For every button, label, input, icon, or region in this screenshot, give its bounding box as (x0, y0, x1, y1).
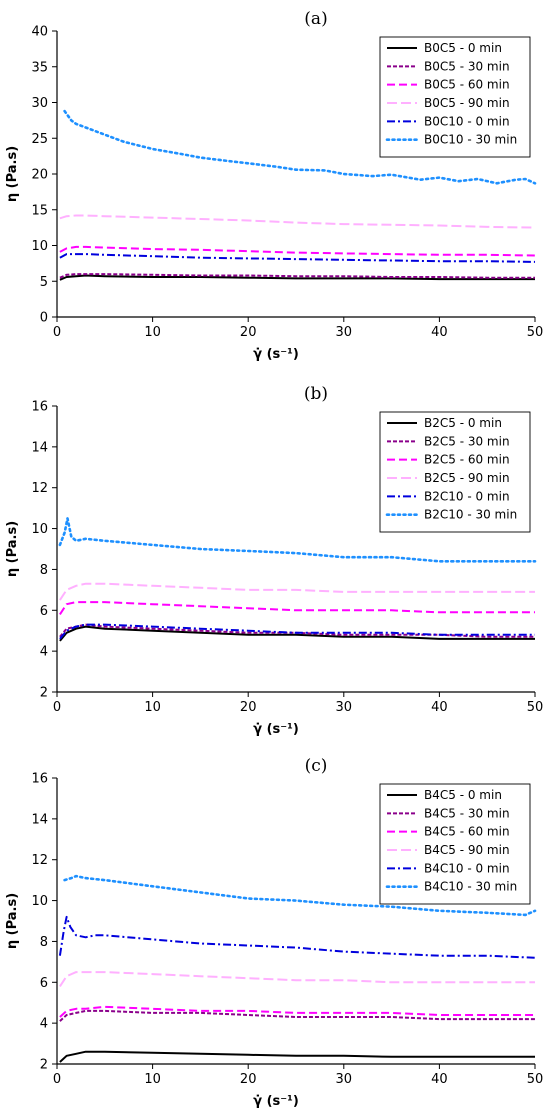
y-axis-label: η (Pa.s) (5, 521, 20, 577)
series-line-2 (59, 273, 535, 279)
x-tick-label: 10 (144, 700, 161, 715)
x-tick-label: 0 (53, 1072, 61, 1087)
x-tick-label: 10 (144, 325, 161, 340)
series-line-6 (63, 874, 537, 917)
legend-label: B4C5 - 30 min (424, 806, 510, 820)
y-tick-label: 10 (31, 522, 48, 537)
legend-label: B4C5 - 0 min (424, 788, 502, 802)
y-tick-label: 2 (40, 686, 48, 701)
panel-title: (b) (304, 384, 328, 404)
x-axis-label: γ̇ (s⁻¹) (253, 722, 299, 737)
series-line-2 (59, 1009, 535, 1022)
x-tick-label: 50 (527, 325, 544, 340)
series-line-6 (63, 109, 537, 185)
x-tick-label: 20 (240, 700, 257, 715)
y-tick-label: 12 (31, 853, 48, 868)
x-tick-label: 20 (240, 1072, 257, 1087)
y-tick-label: 6 (40, 976, 48, 991)
series-line-4 (59, 971, 535, 987)
x-tick-label: 30 (336, 1072, 353, 1087)
y-tick-label: 10 (31, 239, 48, 254)
y-tick-label: 4 (40, 1017, 48, 1032)
legend-label: B4C5 - 60 min (424, 825, 510, 839)
y-tick-label: 6 (40, 604, 48, 619)
x-tick-label: 10 (144, 1072, 161, 1087)
x-tick-label: 20 (240, 325, 257, 340)
x-tick-label: 40 (431, 325, 448, 340)
legend-label: B0C5 - 0 min (424, 41, 502, 55)
x-axis-label: γ̇ (s⁻¹) (253, 1094, 299, 1109)
series-line-5 (59, 253, 536, 263)
legend-box (379, 411, 531, 533)
legend-label: B0C5 - 90 min (424, 96, 510, 110)
legend-label: B4C5 - 90 min (424, 843, 510, 857)
panel-title: (a) (304, 9, 327, 29)
series-line-5 (59, 623, 535, 640)
legend-label: B4C10 - 30 min (424, 880, 517, 894)
series-line-3 (59, 601, 535, 615)
y-tick-label: 30 (31, 96, 48, 111)
legend: B2C5 - 0 min B2C5 - 30 min B2C5 - 60 min B2… (379, 411, 531, 533)
series-line-1 (59, 1050, 535, 1063)
y-tick-label: 35 (31, 60, 48, 75)
y-tick-label: 25 (31, 132, 48, 147)
legend-label: B2C5 - 90 min (424, 471, 510, 485)
legend-box (379, 783, 531, 905)
series-line-4 (59, 214, 536, 229)
legend-label: B2C10 - 0 min (424, 489, 510, 503)
legend: B0C5 - 0 min B0C5 - 30 min B0C5 - 60 min B0… (379, 36, 531, 158)
chart-panel-1: (a) 0 10 20 30 40 50 0 5 10 15 20 25 30 35 40 γ̇ (s⁻¹) η … (5, 9, 543, 362)
series-line-5 (58, 915, 536, 959)
y-tick-label: 40 (31, 25, 48, 40)
y-tick-label: 16 (31, 772, 48, 787)
series-line-6 (58, 517, 537, 563)
y-tick-label: 4 (40, 645, 48, 660)
panel-title: (c) (305, 756, 328, 776)
legend-label: B2C5 - 0 min (424, 416, 502, 430)
legend-label: B0C10 - 0 min (424, 114, 510, 128)
legend-label: B0C5 - 30 min (424, 59, 510, 73)
y-tick-label: 0 (40, 311, 48, 326)
y-tick-label: 14 (31, 440, 48, 455)
legend-box (379, 36, 531, 158)
x-tick-label: 40 (431, 1072, 448, 1087)
x-tick-label: 0 (53, 325, 61, 340)
legend-label: B2C5 - 60 min (424, 453, 510, 467)
y-axis-label: η (Pa.s) (5, 893, 20, 949)
x-tick-label: 30 (336, 325, 353, 340)
chart-panel-2: (b) 0 10 20 30 40 50 2 4 6 8 10 12 14 16 γ̇ (s⁻¹) η (Pa.… (5, 384, 543, 737)
y-tick-label: 20 (31, 168, 48, 183)
y-tick-label: 2 (40, 1058, 48, 1073)
legend-label: B0C10 - 30 min (424, 133, 517, 147)
y-tick-label: 10 (31, 894, 48, 909)
y-tick-label: 15 (31, 203, 48, 218)
y-tick-label: 8 (40, 563, 48, 578)
x-tick-label: 50 (527, 700, 544, 715)
series-line-4 (59, 582, 535, 601)
series-line-3 (59, 245, 536, 257)
y-tick-label: 5 (40, 275, 48, 290)
y-tick-label: 14 (31, 812, 48, 827)
y-axis-label: η (Pa.s) (5, 146, 20, 202)
legend-label: B4C10 - 0 min (424, 861, 510, 875)
x-tick-label: 40 (431, 700, 448, 715)
x-tick-label: 30 (336, 700, 353, 715)
series-line-1 (59, 625, 535, 642)
series-line-3 (59, 1005, 535, 1018)
y-tick-label: 8 (40, 935, 48, 950)
series-line-1 (59, 274, 535, 281)
legend-label: B2C5 - 30 min (424, 434, 510, 448)
chart-panel-3: (c) 0 10 20 30 40 50 2 4 6 8 10 12 14 16 γ̇ (s⁻¹) η (Pa.… (5, 756, 543, 1109)
x-tick-label: 50 (527, 1072, 544, 1087)
x-tick-label: 0 (53, 700, 61, 715)
legend: B4C5 - 0 min B4C5 - 30 min B4C5 - 60 min B4… (379, 783, 531, 905)
y-tick-label: 12 (31, 481, 48, 496)
x-axis-label: γ̇ (s⁻¹) (253, 347, 299, 362)
legend-label: B0C5 - 60 min (424, 78, 510, 92)
legend-label: B2C10 - 30 min (424, 508, 517, 522)
y-tick-label: 16 (31, 400, 48, 415)
